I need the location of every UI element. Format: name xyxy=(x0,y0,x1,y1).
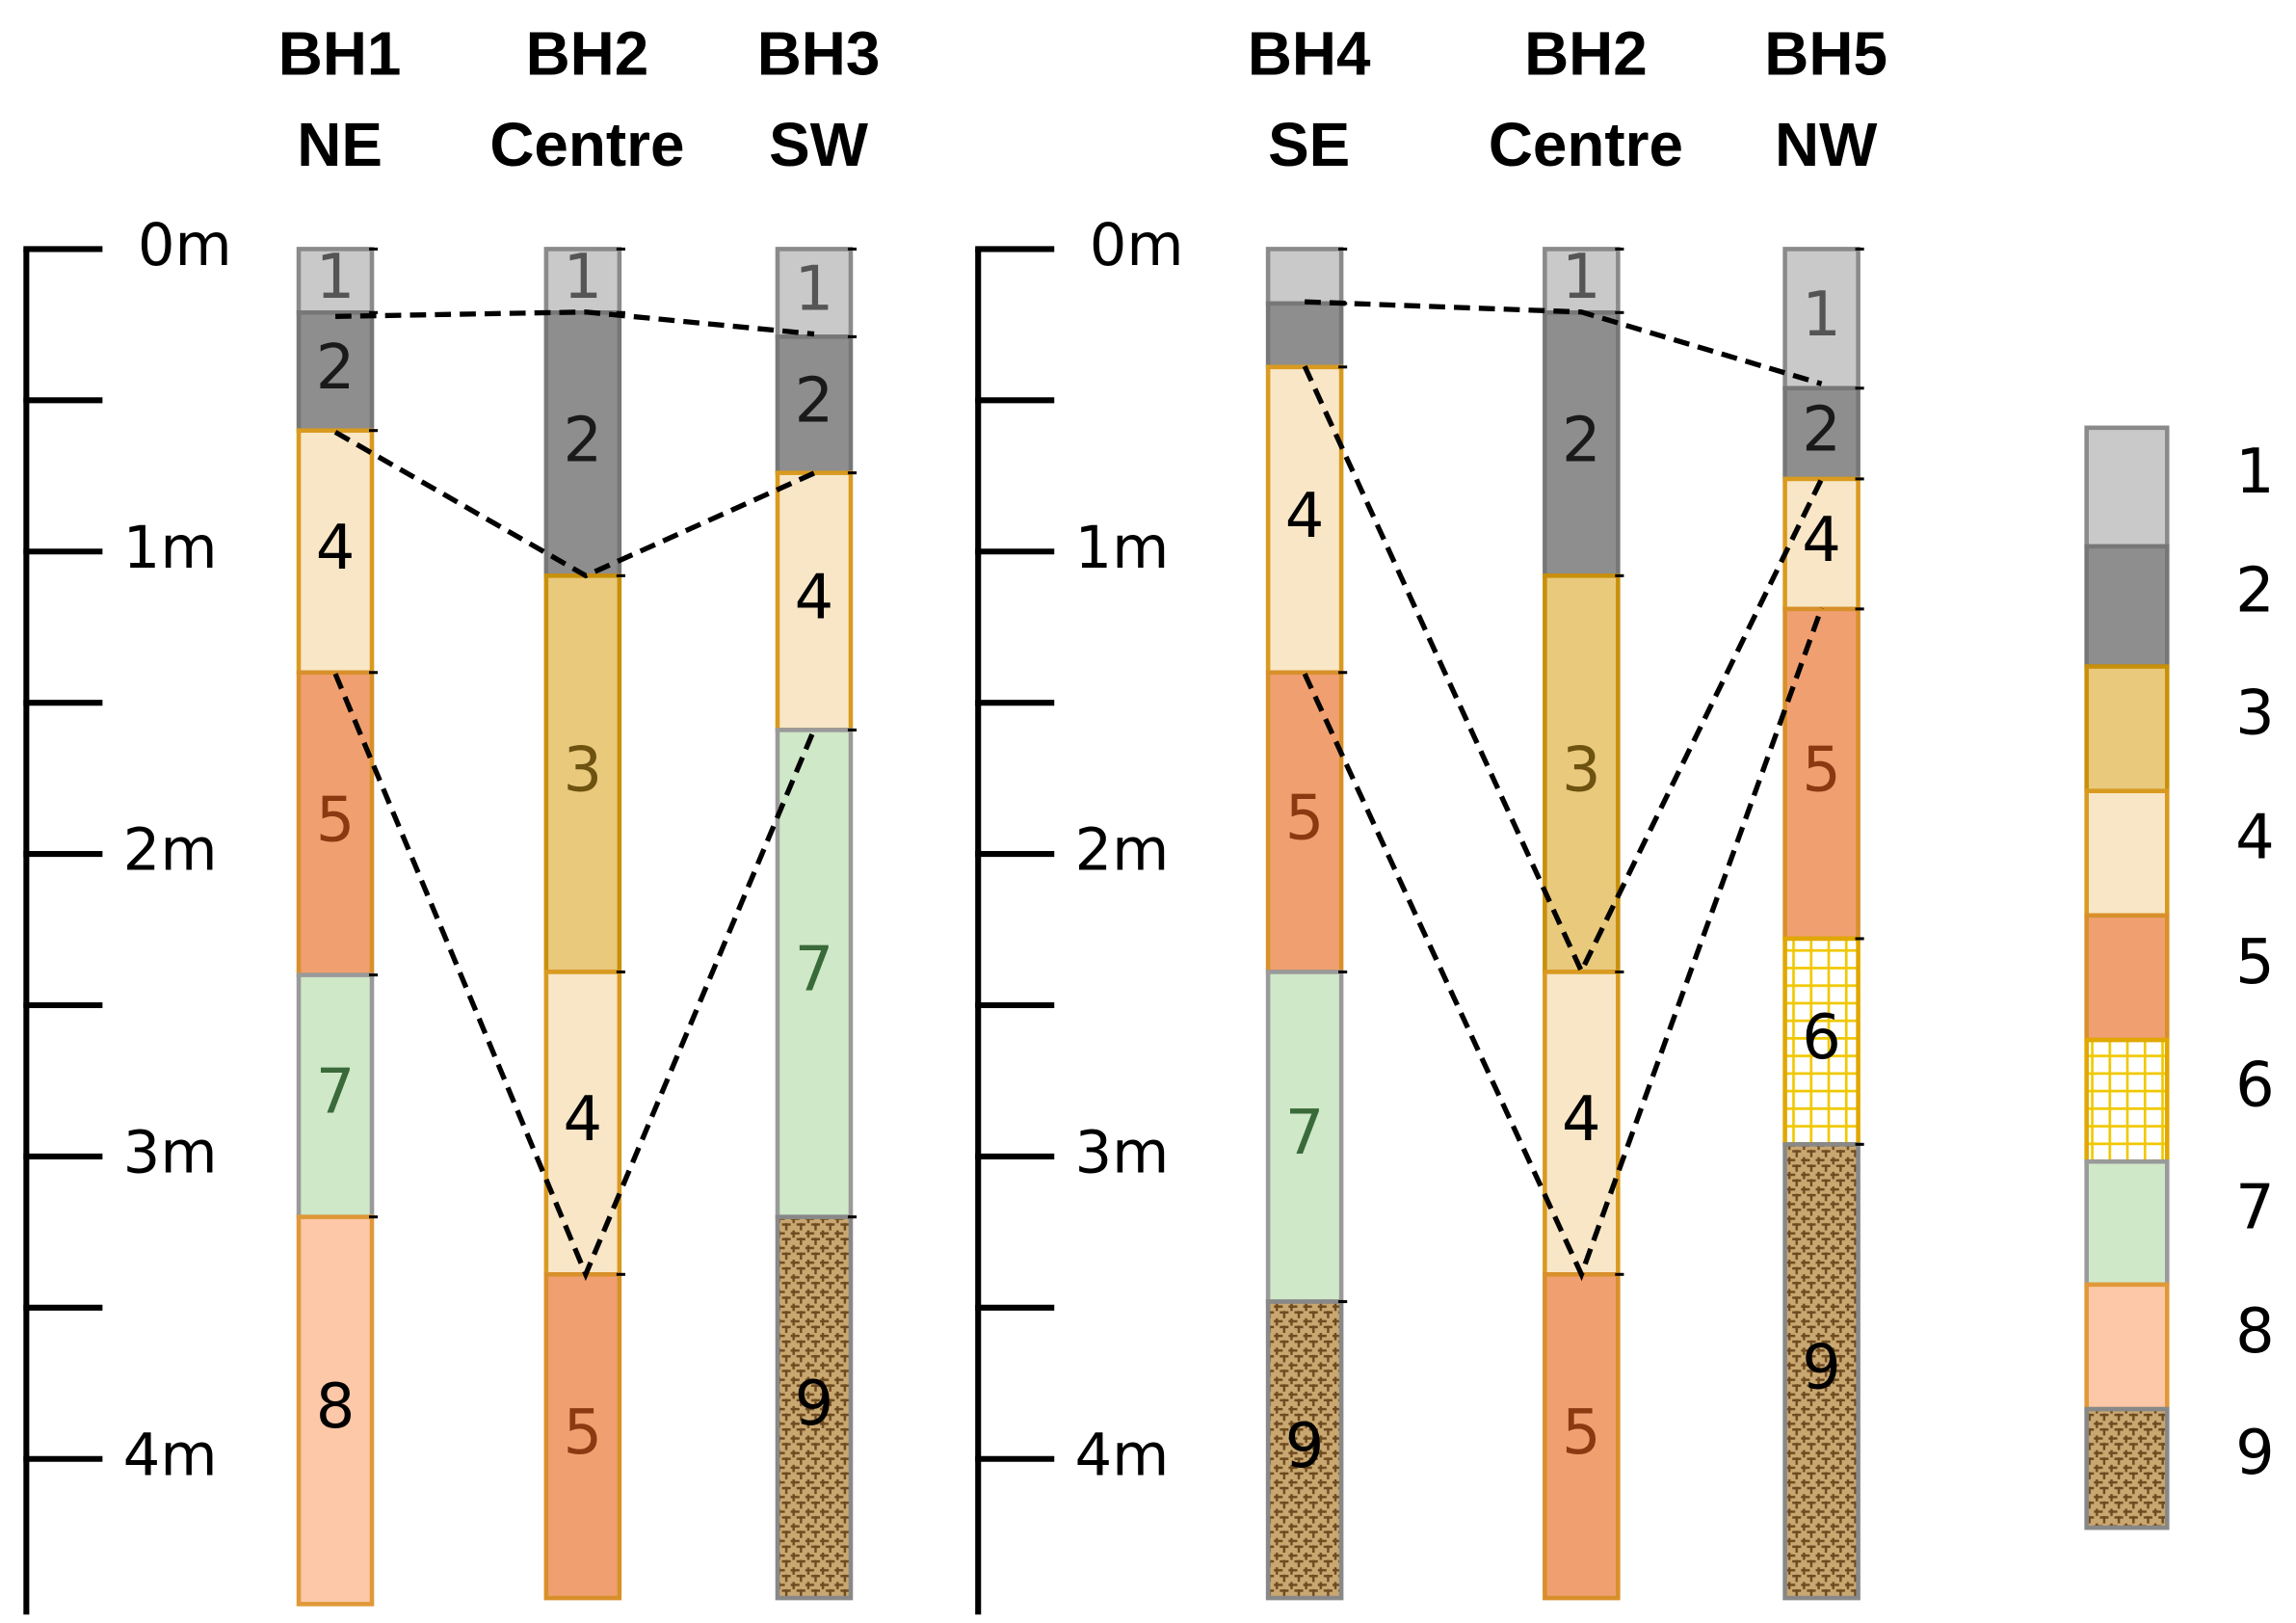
layer-label: 2 xyxy=(1802,394,1841,466)
scale-label: 3m xyxy=(123,1119,218,1186)
scale-label: 1m xyxy=(123,515,218,582)
legend-swatch xyxy=(2084,1406,2170,1530)
soil-layer xyxy=(1782,1142,1861,1601)
legend-swatch xyxy=(2084,1158,2170,1288)
legend-label: 3 xyxy=(2235,678,2275,750)
legend-label: 9 xyxy=(2235,1418,2275,1489)
layer-label: 9 xyxy=(1285,1411,1325,1482)
borehole-name: BH1 xyxy=(278,19,402,89)
legend-swatch xyxy=(2084,544,2170,669)
layer-label: 2 xyxy=(316,333,356,404)
layer-label: 4 xyxy=(795,563,834,634)
soil-layer xyxy=(296,972,375,1219)
borehole-location: NW xyxy=(1775,110,1878,179)
borehole-name: BH2 xyxy=(526,19,649,89)
layer-label: 5 xyxy=(564,1397,603,1469)
legend-swatch xyxy=(2084,425,2170,549)
scale-label: 4m xyxy=(123,1422,218,1489)
legend-label: 4 xyxy=(2235,803,2275,874)
scale-label: 1m xyxy=(1075,515,1170,582)
soil-layer xyxy=(543,247,622,315)
layer-label: 4 xyxy=(1562,1084,1601,1156)
legend-label: 1 xyxy=(2235,437,2275,508)
layer-label: 4 xyxy=(1802,505,1841,576)
soil-layer xyxy=(775,1214,854,1601)
borehole-name: BH5 xyxy=(1764,19,1887,89)
soil-layer xyxy=(775,728,854,1219)
soil-layer xyxy=(1265,1299,1344,1601)
legend-label: 8 xyxy=(2235,1296,2275,1368)
layer-label: 1 xyxy=(564,242,603,313)
scale-label: 3m xyxy=(1075,1119,1170,1186)
layer-label: 9 xyxy=(795,1369,834,1440)
soil-layer xyxy=(296,1214,375,1607)
layer-label: 4 xyxy=(1285,481,1325,552)
soil-layer xyxy=(1265,301,1344,370)
legend-swatch xyxy=(2084,1037,2170,1164)
layer-label: 1 xyxy=(316,242,356,313)
soil-layer xyxy=(775,470,854,732)
soil-layer xyxy=(775,247,854,339)
borehole-location: NE xyxy=(297,110,383,179)
layer-label: 7 xyxy=(1285,1098,1325,1169)
borehole-name: BH3 xyxy=(757,19,881,89)
legend-swatch xyxy=(2084,788,2170,918)
scale-label: 0m xyxy=(1090,212,1184,279)
borehole-name: BH4 xyxy=(1248,19,1371,89)
scale-label: 2m xyxy=(1075,817,1170,885)
layer-label: 9 xyxy=(1802,1332,1841,1403)
borehole-location: SE xyxy=(1268,110,1350,179)
legend-swatch xyxy=(2084,664,2170,794)
borehole-location: Centre xyxy=(489,110,684,179)
layer-label: 4 xyxy=(564,1084,603,1156)
layer-label: 3 xyxy=(1562,734,1601,806)
layer-label: 7 xyxy=(316,1057,356,1129)
layer-label: 1 xyxy=(795,253,834,325)
soil-layer xyxy=(296,310,375,433)
scale-label: 0m xyxy=(138,212,232,279)
layer-label: 2 xyxy=(564,405,603,476)
borehole-name: BH2 xyxy=(1524,19,1648,89)
legend-label: 7 xyxy=(2235,1172,2275,1243)
borehole-location: Centre xyxy=(1489,110,1683,179)
legend-label: 2 xyxy=(2235,556,2275,627)
correlation-lines xyxy=(332,299,1825,1282)
scale-label: 2m xyxy=(123,817,218,885)
layer-label: 3 xyxy=(564,734,603,806)
soil-layer xyxy=(296,428,375,676)
borehole-location: SW xyxy=(769,110,869,179)
legend-label: 6 xyxy=(2235,1051,2275,1122)
layer-label: 4 xyxy=(316,513,356,584)
layer-label: 5 xyxy=(1802,734,1841,806)
legend-swatch xyxy=(2084,1282,2170,1412)
soil-layer xyxy=(543,1272,622,1601)
soil-layer xyxy=(1782,606,1861,942)
layer-label: 8 xyxy=(316,1371,356,1443)
soil-layer xyxy=(1543,247,1621,315)
soil-layer xyxy=(1265,247,1344,306)
soil-layer xyxy=(1782,247,1861,391)
layer-label: 1 xyxy=(1562,242,1601,313)
soil-layer xyxy=(1543,310,1621,578)
layer-label: 1 xyxy=(1802,279,1841,351)
scale-label: 4m xyxy=(1075,1422,1170,1489)
layer-label: 5 xyxy=(1285,784,1325,855)
layer-label: 5 xyxy=(1562,1397,1601,1469)
soil-layer xyxy=(1782,476,1861,612)
legend-swatch xyxy=(2084,913,2170,1043)
layer-label: 6 xyxy=(1802,1002,1841,1074)
layer-label: 2 xyxy=(795,366,834,438)
layer-label: 5 xyxy=(316,785,356,856)
soil-layer xyxy=(543,310,622,578)
layer-label: 2 xyxy=(1562,405,1601,476)
layer-label: 7 xyxy=(795,935,834,1006)
legend-label: 5 xyxy=(2235,927,2275,998)
